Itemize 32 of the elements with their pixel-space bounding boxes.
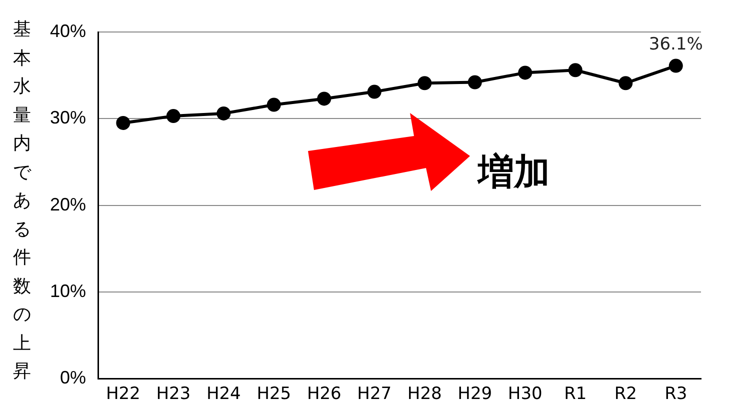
point <box>266 98 281 112</box>
y-tick-label: 40% <box>50 20 86 41</box>
annotation: 増加 <box>478 151 550 195</box>
x-tick-label: R3 <box>664 384 688 404</box>
point <box>568 63 582 78</box>
x-tick-label: H28 <box>407 384 442 404</box>
point <box>518 66 532 80</box>
point <box>116 116 130 130</box>
y-tick-label: 20% <box>50 194 86 214</box>
point <box>317 92 332 106</box>
point <box>418 76 432 90</box>
data-label: 36.1% <box>648 34 703 55</box>
x-tick-label: H23 <box>156 384 191 404</box>
point <box>216 106 231 120</box>
x-tick-label: H24 <box>206 384 241 404</box>
y-tick-label: 10% <box>50 280 86 301</box>
x-tick-label: R2 <box>614 384 637 404</box>
y-tick-label: 30% <box>50 108 86 128</box>
point <box>166 109 180 124</box>
x-tick-label: H26 <box>306 384 342 404</box>
x-tick-label: R1 <box>564 384 587 404</box>
text: 基本水量内である件数の上昇 <box>13 19 31 382</box>
x-tick-label: H22 <box>106 384 140 404</box>
point <box>618 76 633 90</box>
x-tick-label: H27 <box>357 384 392 404</box>
point <box>367 84 382 99</box>
x-tick-label: H30 <box>508 384 542 404</box>
point <box>668 58 683 73</box>
y-tick-label: 0% <box>60 368 86 388</box>
point <box>468 75 482 90</box>
x-tick-label: H25 <box>256 384 292 404</box>
x-tick-label: H29 <box>458 384 492 404</box>
